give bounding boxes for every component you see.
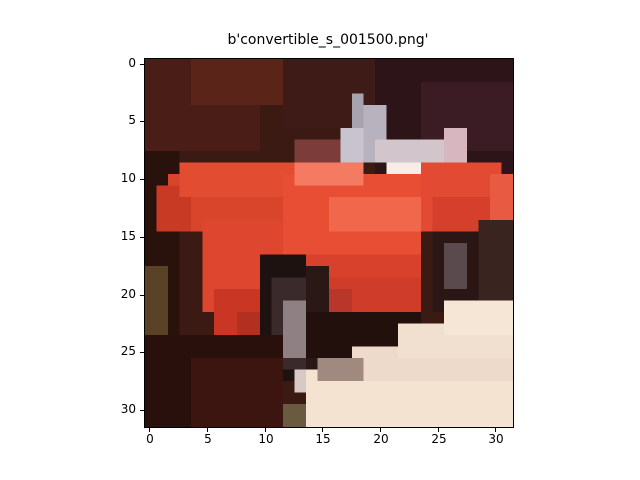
y-tick-label: 25 (120, 344, 136, 358)
x-tick-label: 25 (431, 432, 447, 446)
x-tick-mark (149, 428, 150, 432)
x-tick-label: 0 (146, 432, 154, 446)
x-tick-mark (438, 428, 439, 432)
y-tick-label: 0 (128, 56, 136, 70)
y-tick-label: 20 (120, 287, 136, 301)
x-tick-label: 20 (373, 432, 389, 446)
y-tick-label: 5 (128, 113, 136, 127)
x-tick-label: 15 (315, 432, 331, 446)
y-tick-label: 15 (120, 229, 136, 243)
image-axes (144, 58, 514, 428)
y-tick-mark (140, 295, 144, 296)
car-image (145, 59, 513, 427)
y-tick-label: 30 (120, 402, 136, 416)
x-tick-label: 5 (204, 432, 212, 446)
x-tick-mark (207, 428, 208, 432)
x-tick-label: 30 (488, 432, 504, 446)
x-tick-mark (495, 428, 496, 432)
x-tick-mark (380, 428, 381, 432)
y-tick-mark (140, 352, 144, 353)
x-tick-mark (322, 428, 323, 432)
y-tick-label: 10 (120, 171, 136, 185)
y-tick-mark (140, 64, 144, 65)
figure-title: b'convertible_s_001500.png' (227, 32, 429, 48)
x-tick-label: 10 (258, 432, 274, 446)
y-tick-mark (140, 237, 144, 238)
x-tick-mark (265, 428, 266, 432)
y-tick-mark (140, 179, 144, 180)
y-tick-mark (140, 410, 144, 411)
y-tick-mark (140, 121, 144, 122)
